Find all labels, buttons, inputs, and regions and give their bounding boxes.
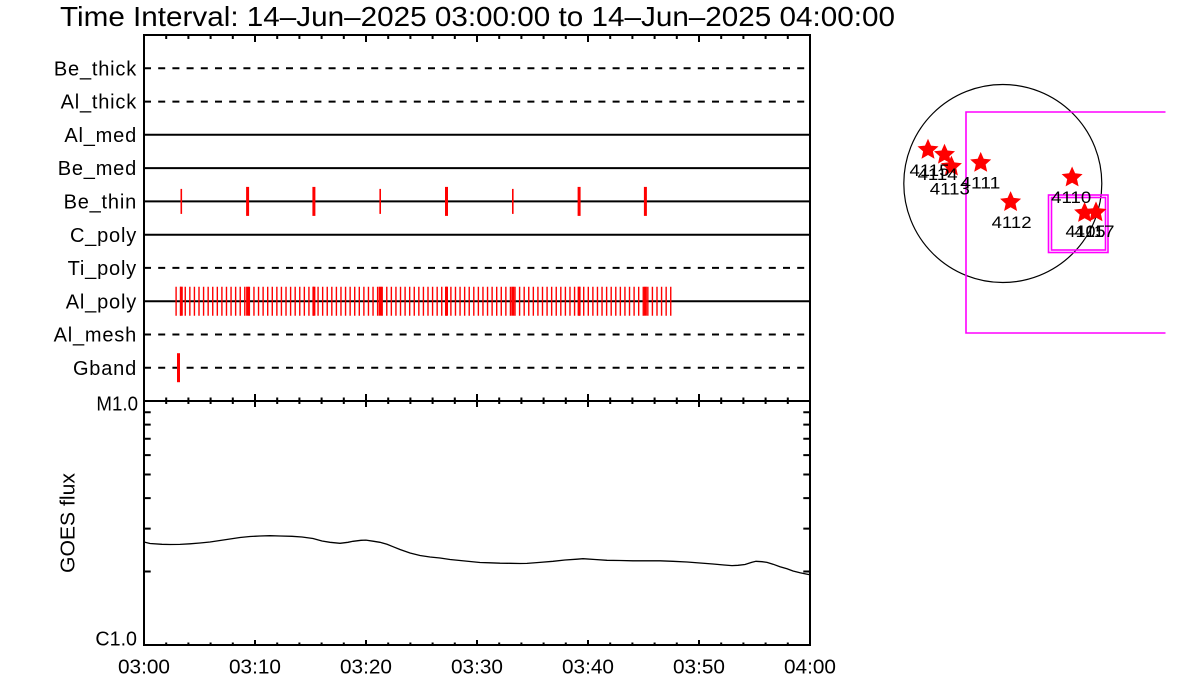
- svg-text:Gband: Gband: [73, 358, 137, 380]
- svg-text:4115: 4115: [910, 162, 950, 180]
- svg-text:Be_med: Be_med: [58, 158, 137, 180]
- svg-text:C_poly: C_poly: [70, 225, 137, 247]
- svg-text:Al_thick: Al_thick: [61, 92, 138, 114]
- svg-text:03:20: 03:20: [340, 657, 392, 679]
- svg-text:GOES flux: GOES flux: [58, 473, 80, 573]
- svg-text:Be_thin: Be_thin: [64, 192, 137, 214]
- svg-text:Ti_poly: Ti_poly: [68, 258, 137, 280]
- svg-text:4112: 4112: [992, 214, 1032, 232]
- svg-text:C1.0: C1.0: [95, 629, 137, 651]
- svg-text:4117: 4117: [1075, 223, 1115, 241]
- svg-text:4114: 4114: [918, 166, 958, 184]
- svg-text:03:00: 03:00: [118, 657, 170, 679]
- svg-text:03:30: 03:30: [451, 657, 503, 679]
- svg-text:Al_poly: Al_poly: [66, 291, 137, 313]
- svg-text:4105: 4105: [1066, 223, 1106, 241]
- svg-text:03:10: 03:10: [229, 657, 281, 679]
- svg-text:4111: 4111: [960, 175, 1000, 193]
- svg-text:03:50: 03:50: [673, 657, 725, 679]
- svg-text:Time Interval: 14–Jun–2025 03:: Time Interval: 14–Jun–2025 03:00:00 to 1…: [60, 1, 895, 32]
- svg-text:Al_med: Al_med: [64, 125, 137, 147]
- svg-text:4113: 4113: [930, 180, 970, 198]
- svg-text:4110: 4110: [1051, 189, 1091, 207]
- svg-text:04:00: 04:00: [784, 657, 836, 679]
- svg-text:03:40: 03:40: [562, 657, 614, 679]
- svg-text:M1.0: M1.0: [96, 393, 138, 415]
- svg-text:Al_mesh: Al_mesh: [54, 325, 137, 347]
- svg-text:Be_thick: Be_thick: [54, 58, 137, 80]
